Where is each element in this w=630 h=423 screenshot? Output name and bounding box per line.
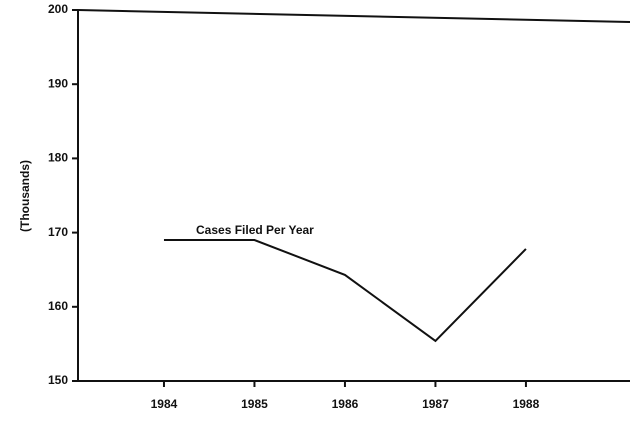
x-tick-label: 1988 [513,397,540,411]
x-tick-label: 1985 [241,397,268,411]
y-tick-label: 190 [48,76,68,90]
y-tick-label: 180 [48,151,68,165]
y-tick-label: 200 [48,2,68,16]
y-tick-label: 170 [48,225,68,239]
y-axis-label: (Thousands) [18,160,32,232]
x-tick-label: 1986 [332,397,359,411]
y-tick-label: 160 [48,299,68,313]
y-tick-label: 150 [48,373,68,387]
annotation: Cases Filed Per Year [196,223,314,237]
plot-top [77,9,630,23]
x-tick-label: 1987 [422,397,449,411]
x-tick-label: 1984 [151,397,178,411]
data-line [163,239,527,343]
